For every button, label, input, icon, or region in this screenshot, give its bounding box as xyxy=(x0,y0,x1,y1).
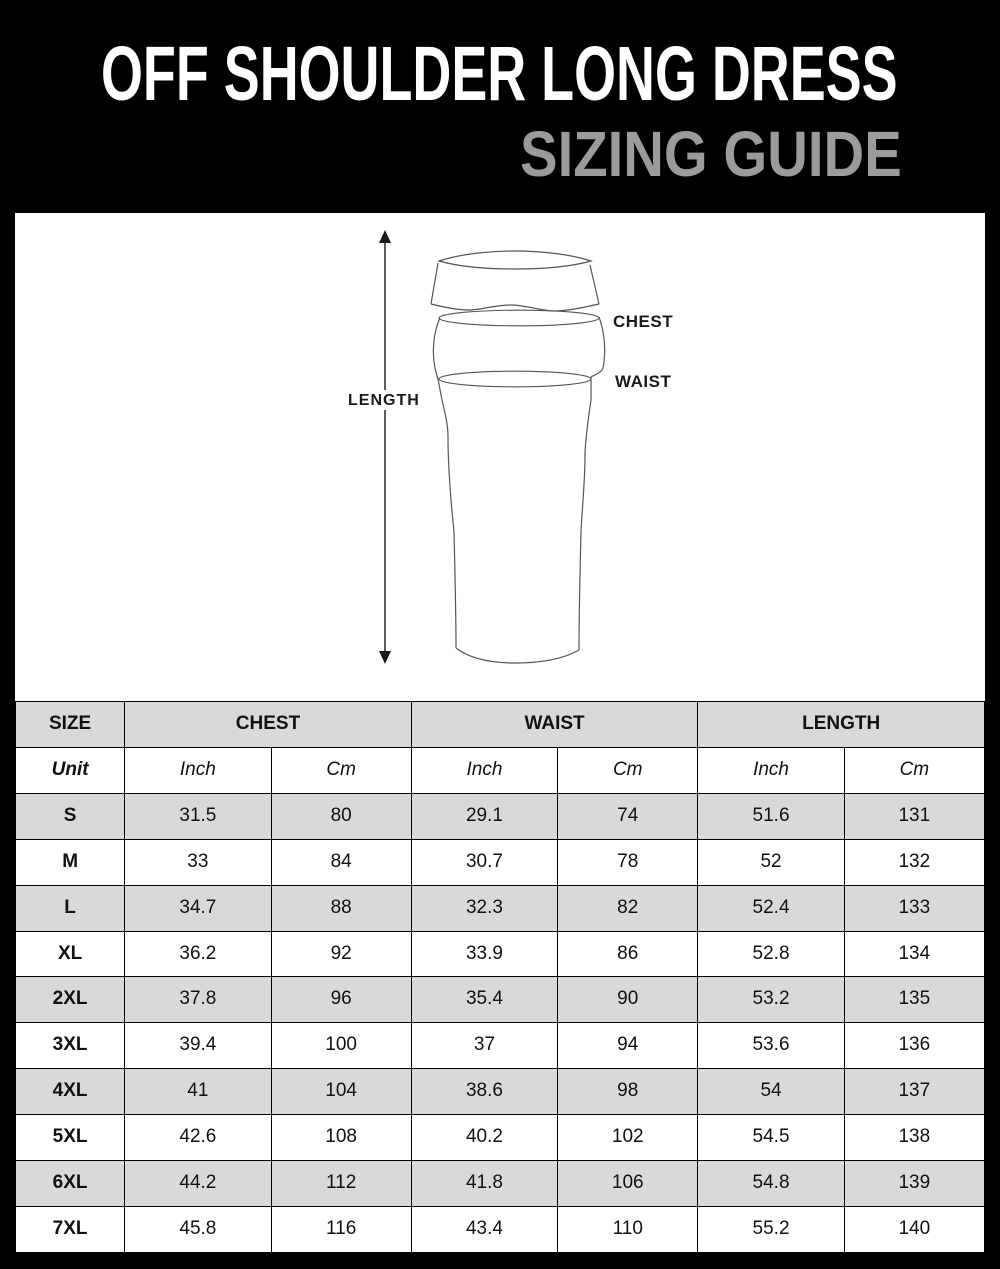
svg-text:CHEST: CHEST xyxy=(613,312,673,331)
svg-text:WAIST: WAIST xyxy=(615,372,671,391)
svg-text:LENGTH: LENGTH xyxy=(348,392,420,409)
